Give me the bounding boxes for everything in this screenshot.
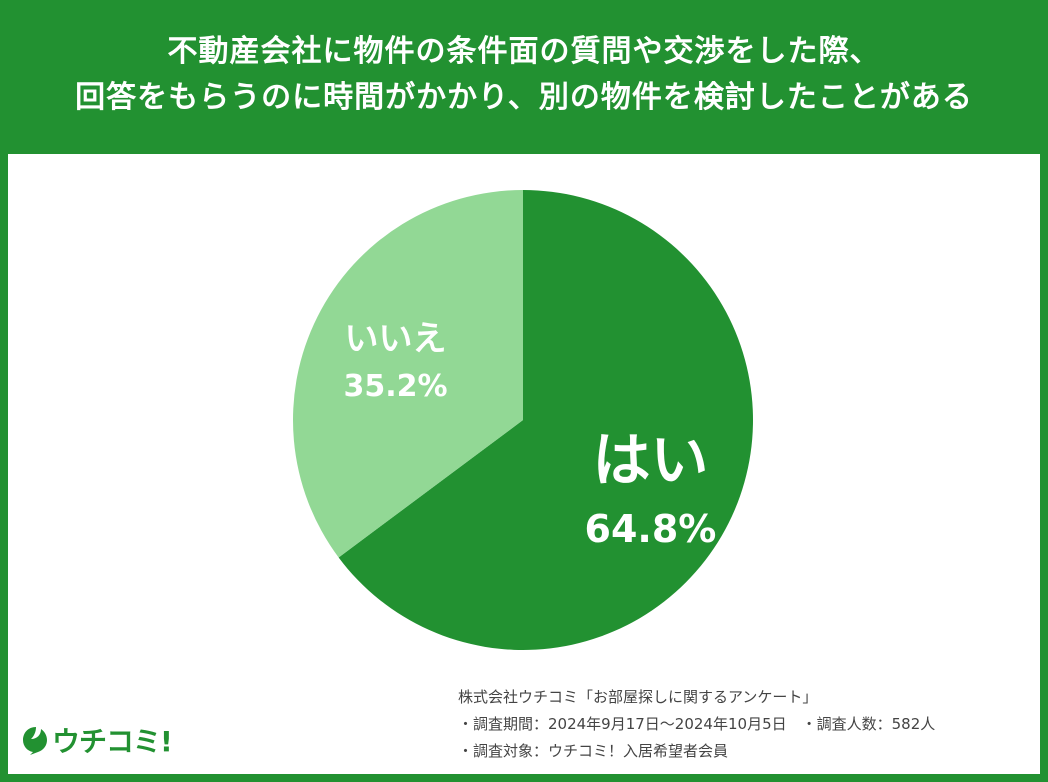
survey-period: ・調査期間：2024年9月17日〜2024年10月5日 ・調査人数：582人 <box>458 715 936 733</box>
title-line-2: 回答をもらうのに時間がかかり、別の物件を検討したことがある <box>75 80 973 115</box>
slice-value-label: 35.2% <box>343 369 447 404</box>
title-line-1: 不動産会社に物件の条件面の質問や交渉をした際、 <box>167 34 881 69</box>
slice-category-label: いいえ <box>345 319 447 359</box>
survey-notes: 株式会社ウチコミ「お部屋探しに関するアンケート」 ・調査期間：2024年9月17… <box>458 684 935 765</box>
pie-chart: はい 64.8% いいえ 35.2% <box>292 190 753 650</box>
pie-slice-yes <box>338 190 753 650</box>
pie-slice-no <box>292 190 523 558</box>
survey-source: 株式会社ウチコミ「お部屋探しに関するアンケート」 <box>458 688 818 706</box>
slice-value-label: 64.8% <box>585 507 717 551</box>
uchicomi-logo: ウチコミ! <box>22 720 173 760</box>
logo-bubble-icon <box>23 727 47 755</box>
logo-text: ウチコミ! <box>52 725 173 758</box>
chart-title: 不動産会社に物件の条件面の質問や交渉をした際、 回答をもらうのに時間がかかり、別… <box>0 0 1048 150</box>
survey-target: ・調査対象：ウチコミ！入居希望者会員 <box>458 742 729 760</box>
slice-category-label: はい <box>592 426 708 494</box>
chart-panel: はい 64.8% いいえ 35.2% 株式会社ウチコミ「お部屋探しに関するアンケート」… <box>8 154 1040 774</box>
